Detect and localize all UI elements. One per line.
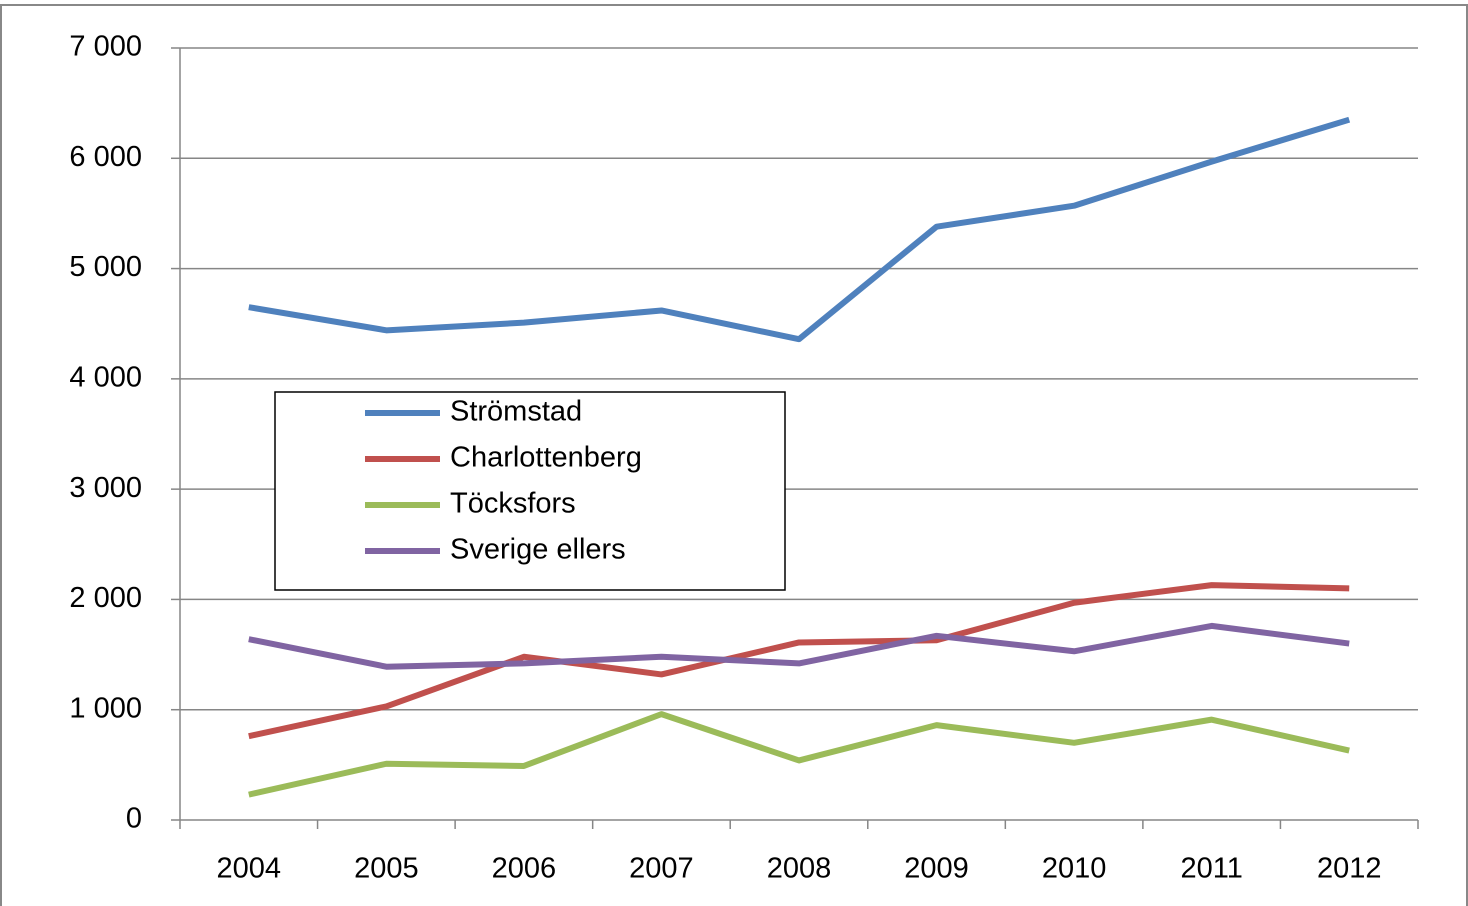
series-line bbox=[248, 116, 1351, 343]
y-tick-label: 7 000 bbox=[69, 31, 142, 63]
x-tick-label: 2006 bbox=[492, 853, 557, 885]
legend-label: Sverige ellers bbox=[450, 534, 626, 566]
chart-border bbox=[0, 4, 1468, 906]
y-tick-label: 6 000 bbox=[69, 141, 142, 173]
y-tick-label: 2 000 bbox=[69, 582, 142, 614]
series-line bbox=[248, 711, 1350, 798]
legend-label: Strömstad bbox=[450, 396, 582, 428]
y-tick-label: 4 000 bbox=[69, 362, 142, 394]
x-tick-label: 2012 bbox=[1317, 853, 1382, 885]
y-tick-label: 3 000 bbox=[69, 472, 142, 504]
x-tick-label: 2004 bbox=[217, 853, 282, 885]
y-tick-label: 5 000 bbox=[69, 251, 142, 283]
x-tick-label: 2010 bbox=[1042, 853, 1107, 885]
y-tick-label: 1 000 bbox=[69, 692, 142, 724]
legend-label: Töcksfors bbox=[450, 488, 576, 520]
x-tick-label: 2011 bbox=[1180, 853, 1242, 885]
series-line bbox=[248, 582, 1350, 740]
y-tick-label: 0 bbox=[126, 803, 142, 835]
x-tick-label: 2007 bbox=[629, 853, 694, 885]
series-line bbox=[248, 622, 1350, 670]
x-tick-label: 2009 bbox=[904, 853, 969, 885]
x-tick-label: 2005 bbox=[354, 853, 419, 885]
legend-box bbox=[274, 391, 786, 591]
x-tick-label: 2008 bbox=[767, 853, 832, 885]
legend-label: Charlottenberg bbox=[450, 442, 642, 474]
